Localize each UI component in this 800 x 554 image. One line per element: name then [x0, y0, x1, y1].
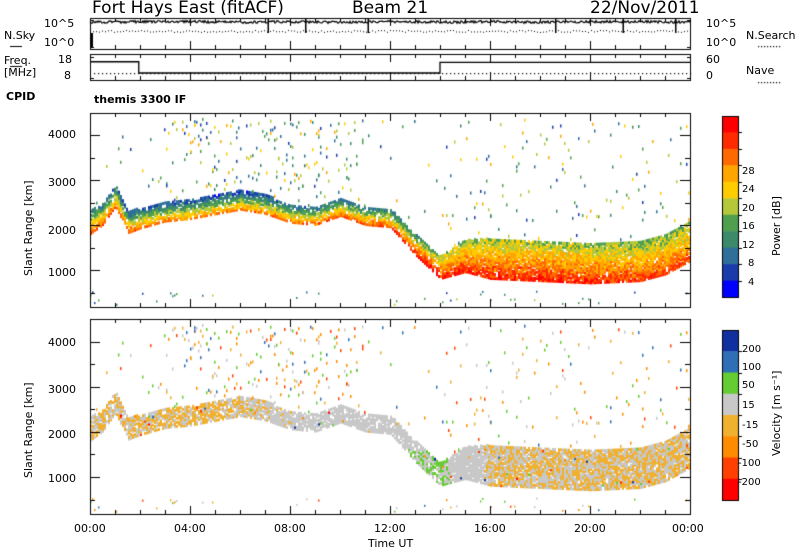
velocity-ytick: 4000 — [48, 336, 76, 349]
velocity-ylabel: Slant Range [km] — [22, 382, 35, 478]
cpid-label: CPID — [6, 90, 36, 103]
velocity-cbar-tick: 200 — [742, 344, 762, 355]
nave-tick-top: 60 — [706, 53, 720, 66]
xtick: 20:00 — [574, 522, 606, 535]
velocity-ytick: 2000 — [48, 428, 76, 441]
power-cbar-tick: 4 — [748, 277, 755, 288]
power-cbar-tick: 12 — [742, 240, 755, 251]
power-ytick: 4000 — [48, 128, 76, 141]
power-cbar-tick: 24 — [742, 184, 755, 195]
power-cbar-tick: 8 — [748, 258, 755, 269]
nave-label: Nave — [746, 64, 775, 77]
cpid-value: themis 3300 IF — [94, 93, 187, 106]
nsearch-label: N.Search — [746, 29, 796, 42]
velocity-cbar-tick: 15 — [742, 400, 755, 411]
velocity-cbar-tick: -200 — [738, 477, 761, 488]
freq-tick-bottom: 8 — [64, 69, 71, 82]
nave-tick-bottom: 0 — [706, 69, 713, 82]
velocity-cbar-tick: -100 — [738, 458, 761, 469]
velocity-ytick: 1000 — [48, 472, 76, 485]
noise-tick-left-bottom: 10^0 — [44, 36, 75, 49]
xtick: 04:00 — [174, 522, 206, 535]
velocity-cbar-tick: 50 — [742, 380, 755, 391]
freq-unit-label: [MHz] — [4, 66, 37, 79]
nsky-label: N.Sky — [4, 29, 36, 42]
power-cbar-tick: 20 — [742, 203, 755, 214]
xlabel: Time UT — [368, 537, 414, 550]
noise-tick-right-top: 10^5 — [706, 17, 737, 30]
power-ylabel: Slant Range [km] — [22, 180, 35, 276]
noise-tick-right-bottom: 10^0 — [706, 36, 737, 49]
velocity-ytick: 3000 — [48, 383, 76, 396]
power-cbar-tick: 16 — [742, 221, 755, 232]
velocity-cbar-tick: -50 — [742, 439, 759, 450]
beam-title: Beam 21 — [352, 0, 429, 18]
velocity-cbar-tick: 100 — [742, 362, 762, 373]
noise-tick-left-top: 10^5 — [44, 17, 75, 30]
freq-label: Freq. — [4, 54, 32, 67]
xtick: 16:00 — [474, 522, 506, 535]
velocity-cbar-tick: -15 — [742, 420, 759, 431]
power-cbar-label: Power [dB] — [770, 196, 783, 256]
xtick: 00:00 — [74, 522, 106, 535]
station-title: Fort Hays East (fitACF) — [92, 0, 284, 18]
xtick: 08:00 — [274, 522, 306, 535]
power-ytick: 1000 — [48, 266, 76, 279]
power-cbar-tick: 28 — [742, 166, 755, 177]
xtick: 12:00 — [374, 522, 406, 535]
freq-tick-top: 18 — [58, 53, 72, 66]
velocity-cbar-label: Velocity [m s⁻¹] — [770, 370, 783, 456]
power-ytick: 2000 — [48, 224, 76, 237]
power-ytick: 3000 — [48, 176, 76, 189]
xtick: 00:00 — [672, 522, 704, 535]
date-title: 22/Nov/2011 — [590, 0, 700, 18]
